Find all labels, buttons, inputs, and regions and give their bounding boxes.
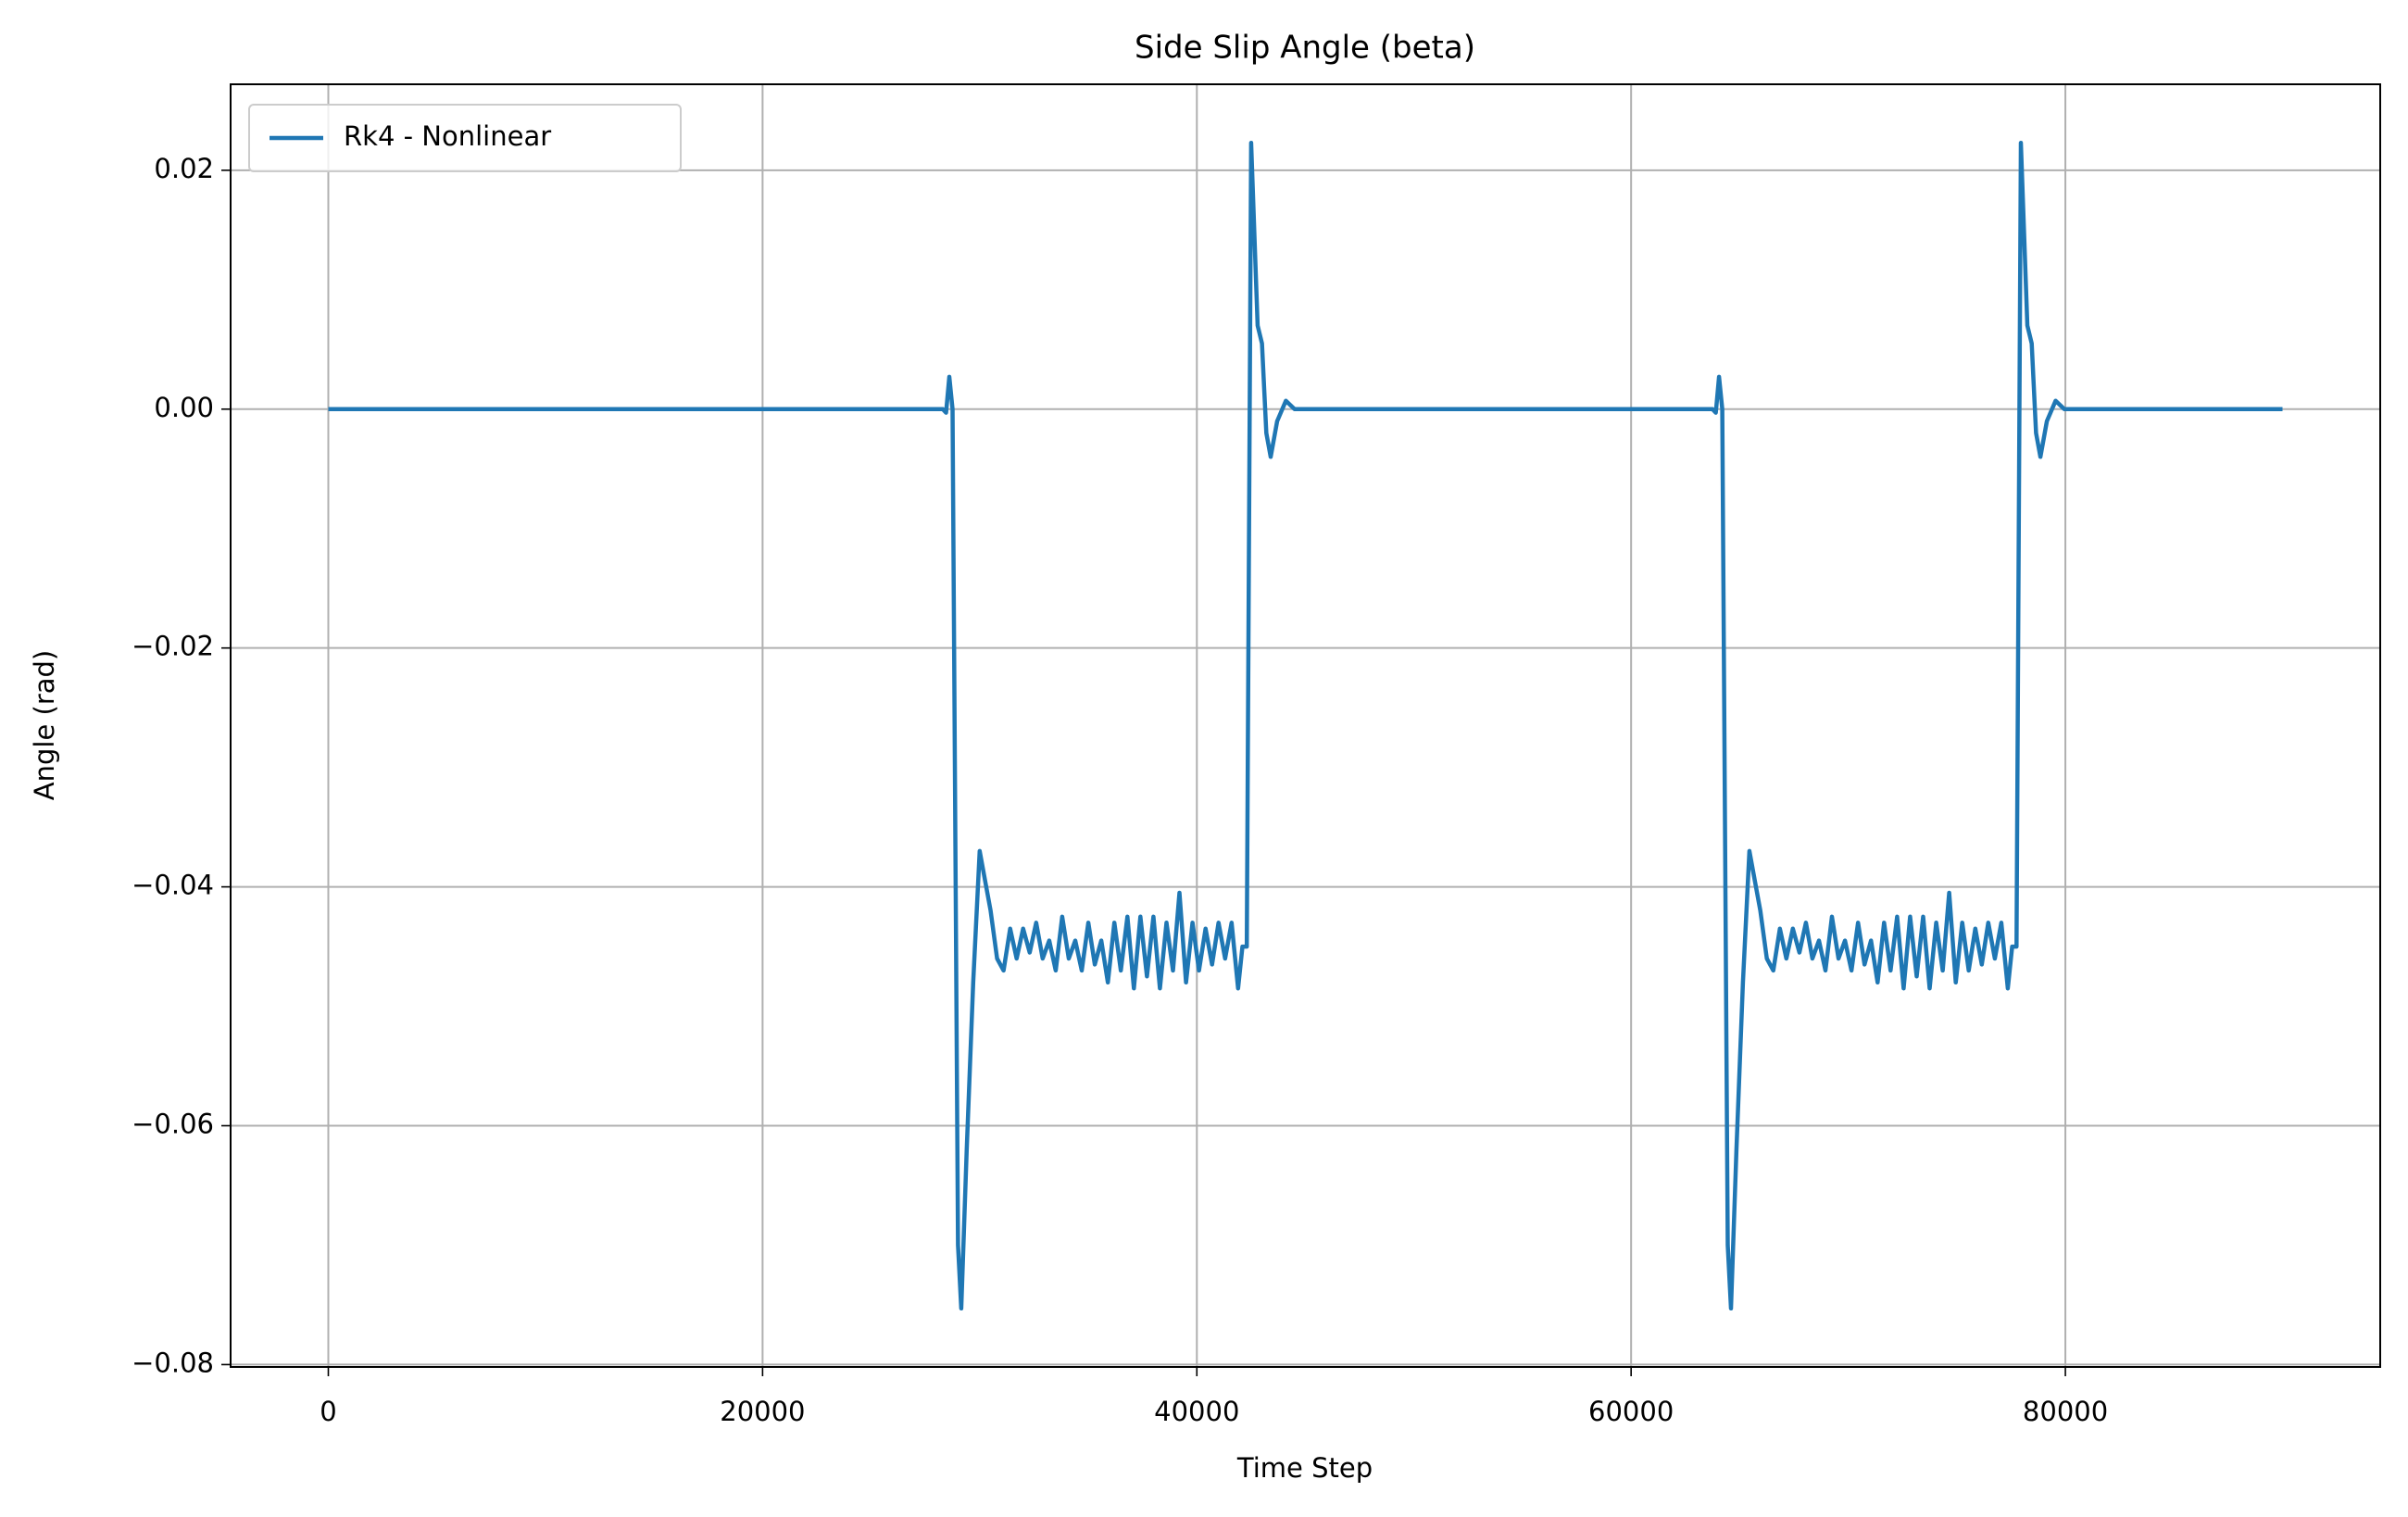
x-tick-label: 0 [320, 1396, 336, 1427]
data-line [328, 140, 2283, 1311]
x-tick-label: 40000 [1154, 1396, 1239, 1427]
y-tick-label: −0.08 [132, 1347, 214, 1378]
x-tick-label: 80000 [2023, 1396, 2108, 1427]
y-tick-label: 0.02 [154, 153, 214, 184]
y-tick-label: −0.04 [132, 870, 214, 901]
plot-frame [230, 83, 2381, 1368]
y-tick-label: −0.06 [132, 1109, 214, 1140]
x-tick-label: 20000 [720, 1396, 805, 1427]
legend-label: Rk4 - Nonlinear [344, 120, 551, 152]
legend: Rk4 - Nonlinear [248, 104, 682, 172]
y-axis-label: Angle (rad) [29, 650, 60, 800]
y-tick-label: −0.02 [132, 631, 214, 662]
chart-title: Side Slip Angle (beta) [1135, 30, 1475, 67]
legend-box [248, 104, 682, 172]
x-axis-label: Time Step [1236, 1452, 1373, 1484]
x-tick-label: 60000 [1588, 1396, 1674, 1427]
y-tick-label: 0.00 [154, 392, 214, 423]
